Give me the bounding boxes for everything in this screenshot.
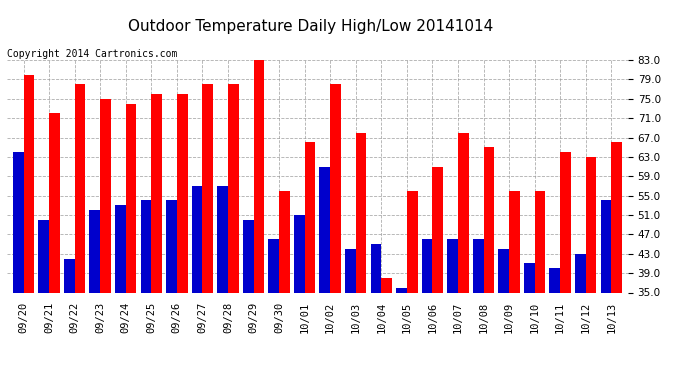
Text: Copyright 2014 Cartronics.com: Copyright 2014 Cartronics.com (7, 49, 177, 59)
Bar (331, 84, 341, 375)
Bar (458, 133, 469, 375)
Bar (560, 152, 571, 375)
Bar (586, 157, 596, 375)
Bar (447, 239, 458, 375)
Bar (509, 191, 520, 375)
Bar (151, 94, 162, 375)
Bar (202, 84, 213, 375)
Bar (484, 147, 494, 375)
Bar (422, 239, 433, 375)
Bar (268, 239, 279, 375)
Bar (115, 206, 126, 375)
Bar (192, 186, 202, 375)
Bar (166, 201, 177, 375)
Bar (13, 152, 23, 375)
Bar (433, 166, 443, 375)
Bar (535, 191, 545, 375)
Bar (23, 75, 34, 375)
Bar (217, 186, 228, 375)
Bar (371, 244, 382, 375)
Bar (126, 104, 137, 375)
Bar (407, 191, 417, 375)
Bar (524, 263, 535, 375)
Bar (396, 288, 407, 375)
Bar (39, 220, 49, 375)
Bar (253, 55, 264, 375)
Bar (600, 201, 611, 375)
Bar (319, 166, 331, 375)
Bar (304, 142, 315, 375)
Bar (228, 84, 239, 375)
Bar (243, 220, 253, 375)
Bar (141, 201, 151, 375)
Bar (473, 239, 484, 375)
Bar (279, 191, 290, 375)
Bar (49, 113, 60, 375)
Bar (356, 133, 366, 375)
Bar (575, 254, 586, 375)
Bar (611, 142, 622, 375)
Bar (345, 249, 356, 375)
Text: Outdoor Temperature Daily High/Low 20141014: Outdoor Temperature Daily High/Low 20141… (128, 19, 493, 34)
Bar (382, 278, 392, 375)
Bar (75, 84, 86, 375)
Bar (100, 99, 111, 375)
Bar (90, 210, 100, 375)
Bar (64, 259, 75, 375)
Bar (294, 215, 304, 375)
Bar (549, 268, 560, 375)
Bar (498, 249, 509, 375)
Bar (177, 94, 188, 375)
